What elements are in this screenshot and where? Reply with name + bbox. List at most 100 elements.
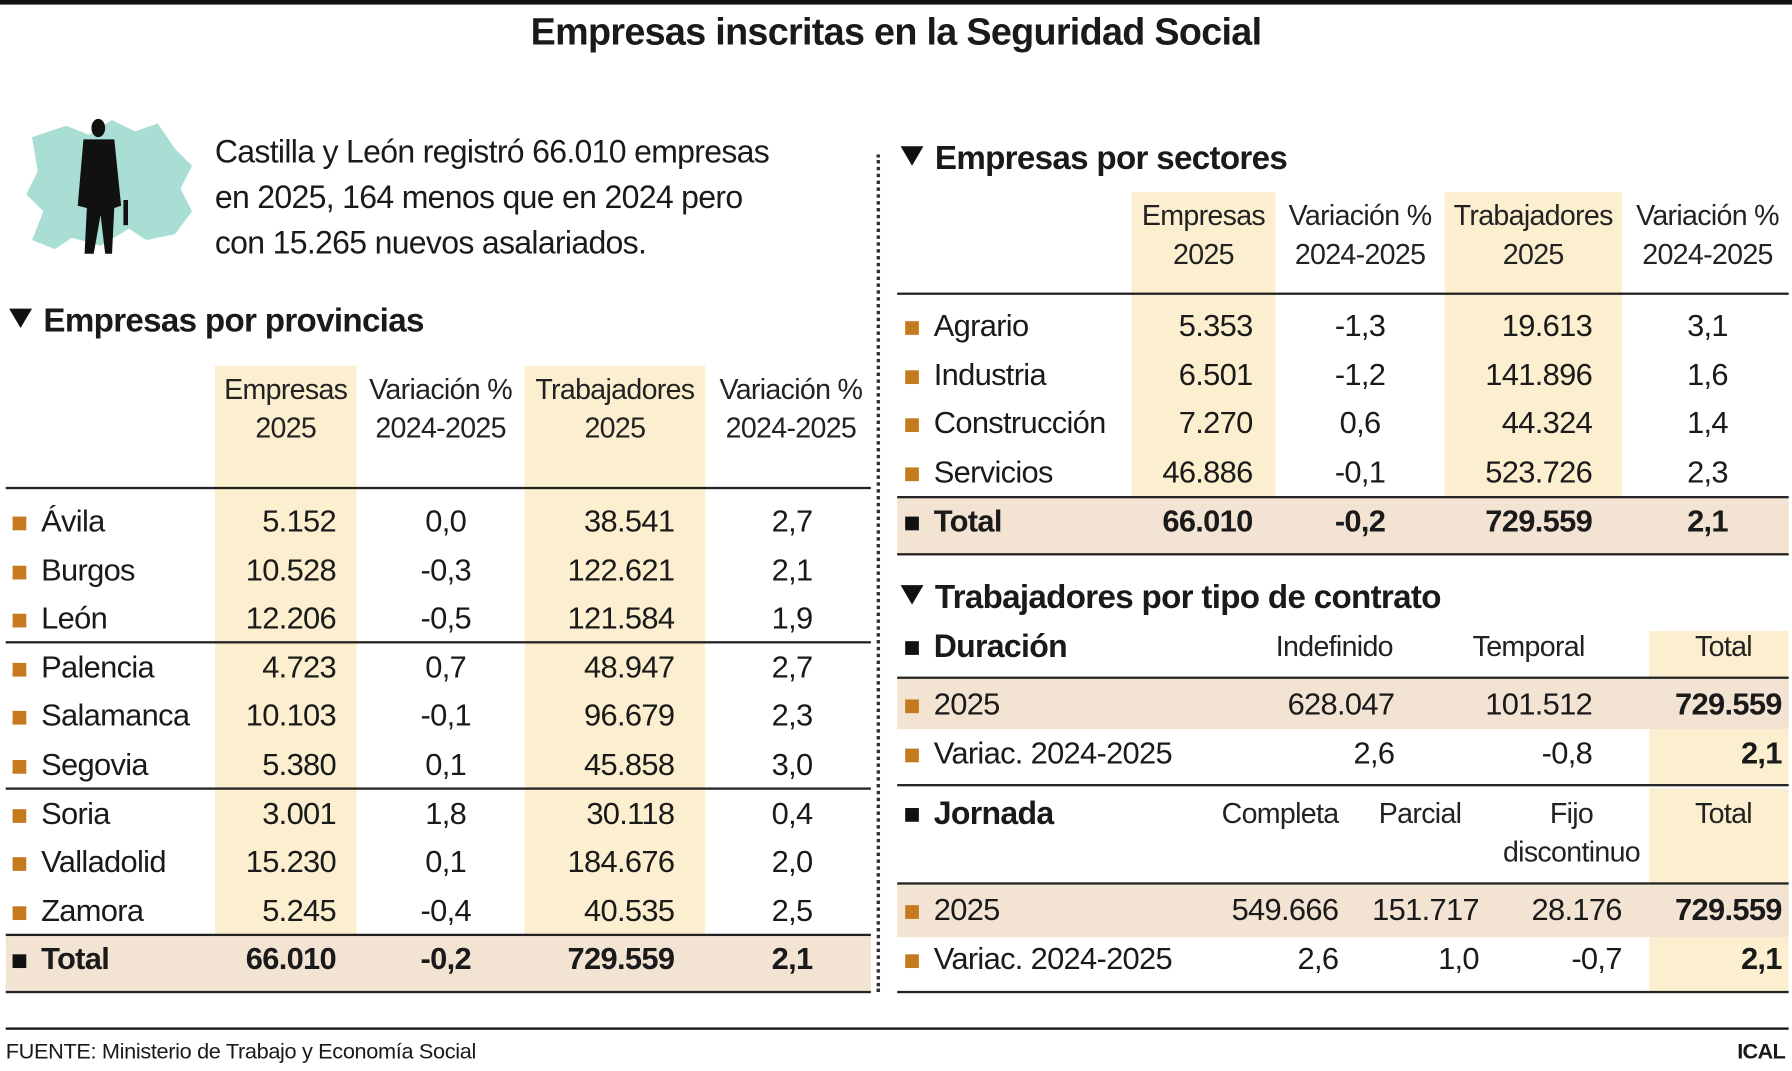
empresas-value: 12.206 (245, 601, 337, 636)
column-header: Variación % 2024-2025 (705, 370, 876, 448)
row-divider (897, 553, 1789, 556)
row-divider (897, 882, 1789, 885)
total-label: Total (41, 942, 110, 977)
variacion-empresas: -0,2 (420, 942, 472, 977)
column-header: Variación % 2024-2025 (357, 370, 525, 448)
bullet-icon (12, 808, 27, 823)
header-line: Variación % (719, 373, 863, 406)
province-name: Zamora (41, 893, 144, 928)
total-value: 729.559 (1675, 686, 1782, 722)
empresas-value: 6.501 (1178, 357, 1253, 392)
header-line: Trabajadores (1453, 200, 1614, 233)
intro-line: Castilla y León registró 66.010 empresas (214, 133, 770, 170)
bullet-icon (905, 369, 919, 384)
highlight-cell (1649, 630, 1789, 678)
row-divider (897, 784, 1789, 787)
bullet-icon (905, 954, 919, 969)
header-line: 2025 (584, 412, 646, 445)
trabajadores-value: 121.584 (567, 601, 675, 636)
province-name: Salamanca (41, 698, 190, 734)
bullet-icon (905, 699, 919, 714)
bullet-icon (12, 760, 27, 774)
source-note: FUENTE: Ministerio de Trabajo y Economía… (5, 1040, 477, 1065)
fijo-discontinuo-value: -0,7 (1571, 941, 1622, 977)
footer-rule (5, 1027, 1789, 1030)
trabajadores-value: 122.621 (567, 552, 675, 587)
variacion-trabajadores: 2,3 (1687, 454, 1729, 490)
heading-text: Trabajadores por tipo de contrato (934, 579, 1442, 617)
variacion-empresas: 0,1 (425, 747, 467, 782)
variacion-empresas: 0,1 (425, 844, 467, 880)
variacion-trabajadores: 1,9 (771, 601, 814, 636)
bullet-icon (12, 662, 27, 677)
section-heading-contrato: Trabajadores por tipo de contrato (900, 579, 1442, 617)
highlight-cell (1649, 937, 1789, 993)
province-name: Soria (41, 796, 110, 831)
bullet-icon (12, 906, 27, 920)
variacion-empresas: -0,1 (420, 698, 472, 734)
duracion-label: Duración (933, 628, 1068, 665)
bullet-icon (905, 418, 919, 433)
province-name: León (41, 601, 108, 636)
variacion-trabajadores: 3,1 (1687, 308, 1729, 343)
row-label: Variac. 2024-2025 (933, 736, 1173, 771)
header-line: Variación % (1288, 200, 1432, 233)
column-header: Empresas 2025 (215, 370, 357, 448)
variacion-empresas: -0,1 (1334, 454, 1386, 490)
bullet-icon (905, 641, 919, 655)
trabajadores-value: 141.896 (1485, 357, 1593, 392)
heading-text: Empresas por provincias (43, 302, 424, 340)
bullet-icon (905, 321, 919, 335)
variacion-trabajadores: 2,7 (771, 650, 814, 685)
province-name: Valladolid (41, 844, 166, 880)
intro-text: Castilla y León registró 66.010 empresas… (214, 129, 770, 266)
section-heading-provincias: Empresas por provincias (9, 303, 424, 341)
completa-value: 2,6 (1297, 941, 1339, 977)
top-rule (0, 0, 1792, 5)
triangle-down-icon (9, 308, 33, 329)
highlight-column (1131, 192, 1276, 498)
highlight-column (214, 365, 357, 935)
bullet-icon (12, 565, 27, 579)
row-label: Variac. 2024-2025 (933, 941, 1173, 977)
variacion-empresas: -0,5 (420, 601, 472, 636)
indefinido-value: 628.047 (1287, 686, 1395, 722)
highlight-cell (1649, 788, 1789, 883)
trabajadores-value: 45.858 (584, 747, 675, 782)
total-row-bg (5, 936, 871, 993)
bullet-icon (905, 516, 919, 531)
empresas-value: 5.245 (262, 893, 337, 928)
trabajadores-value: 48.947 (584, 650, 675, 685)
bullet-icon (12, 516, 27, 531)
empresas-value: 7.270 (1178, 406, 1253, 441)
header-line: 2024-2025 (725, 412, 857, 445)
highlight-column (524, 365, 706, 935)
header-line: 2025 (1502, 238, 1565, 271)
variacion-empresas: -1,2 (1334, 357, 1386, 392)
highlight-cell (1649, 729, 1789, 785)
column-header: Fijo discontinuo (1491, 794, 1651, 872)
column-header: Trabajadores 2025 (525, 370, 706, 448)
trabajadores-value: 729.559 (1485, 503, 1593, 539)
parcial-value: 151.717 (1372, 892, 1479, 927)
heading-text: Empresas por sectores (934, 140, 1288, 178)
header-line: Empresas (224, 373, 348, 406)
brand-logo: ICAL (1737, 1040, 1786, 1065)
total-value: 729.559 (1675, 892, 1782, 927)
variacion-trabajadores: 1,4 (1687, 406, 1729, 441)
triangle-down-icon (900, 146, 924, 166)
trabajadores-value: 96.679 (584, 698, 675, 734)
province-name: Ávila (41, 504, 105, 539)
variacion-trabajadores: 2,5 (771, 893, 814, 928)
trabajadores-value: 19.613 (1501, 308, 1593, 343)
province-name: Segovia (41, 747, 148, 782)
header-line: Variación % (369, 373, 512, 406)
variacion-empresas: -0,2 (1334, 503, 1386, 539)
row-divider (897, 292, 1789, 295)
trabajadores-value: 30.118 (586, 796, 675, 831)
empresas-value: 4.723 (262, 650, 337, 685)
total-label: Total (933, 503, 1003, 539)
variacion-trabajadores: 2,1 (771, 552, 814, 587)
row-bg (897, 884, 1789, 938)
variacion-trabajadores: 2,7 (771, 504, 814, 539)
